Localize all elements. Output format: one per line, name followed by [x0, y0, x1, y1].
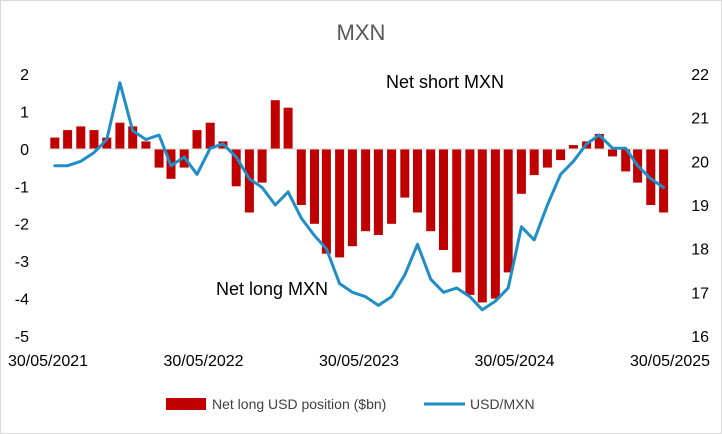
bar-2023-03 — [321, 148, 331, 254]
bar-2022-09 — [244, 148, 254, 213]
bar-2023-02 — [310, 148, 319, 224]
x-tick-label: 30/05/2024 — [474, 353, 554, 370]
bar-2024-03 — [477, 148, 487, 303]
x-tick-label: 30/05/2021 — [8, 353, 88, 370]
bar-2024-05 — [503, 148, 513, 273]
x-tick-label: 30/05/2025 — [630, 353, 710, 370]
bar-2022-06 — [205, 122, 215, 149]
bar-2024-06 — [516, 148, 526, 194]
bar-2023-09 — [400, 148, 410, 198]
usd-mxn-line — [53, 81, 666, 312]
bar-2024-07 — [529, 148, 539, 176]
right-tick-label: 16 — [691, 329, 709, 346]
bar-2023-11 — [426, 148, 436, 232]
bar-series — [50, 100, 669, 303]
bar-2021-09 — [89, 130, 99, 149]
left-tick-label: -3 — [15, 254, 29, 271]
bar-2022-08 — [231, 148, 241, 187]
right-tick-label: 18 — [691, 242, 709, 259]
left-tick-label: 1 — [20, 104, 29, 121]
bar-2021-12 — [128, 126, 138, 149]
bar-2022-11 — [270, 100, 280, 149]
left-axis: 2 1 0 -1 -2 -3 -4 -5 — [15, 67, 29, 346]
right-tick-label: 22 — [691, 67, 709, 84]
bar-2021-07 — [63, 130, 73, 149]
left-tick-label: -5 — [15, 329, 29, 346]
bar-2023-05 — [347, 148, 357, 247]
x-tick-label: 30/05/2023 — [319, 353, 399, 370]
left-tick-label: 0 — [20, 142, 29, 159]
legend-bar-label: Net long USD position ($bn) — [212, 396, 386, 412]
legend-line-label: USD/MXN — [470, 396, 535, 412]
bar-2023-06 — [361, 148, 371, 232]
right-tick-label: 20 — [691, 154, 709, 171]
bar-2023-08 — [387, 148, 397, 224]
bar-2025-02 — [621, 148, 631, 172]
annotation-net-short: Net short MXN — [386, 72, 504, 92]
bar-2022-12 — [283, 107, 293, 149]
bar-2022-05 — [192, 130, 202, 149]
usd-mxn-points — [54, 82, 664, 310]
bar-2022-01 — [141, 141, 151, 149]
bar-2024-08 — [542, 148, 552, 168]
chart-title: MXN — [337, 20, 386, 45]
left-tick-label: 2 — [20, 67, 29, 84]
bar-2024-12 — [594, 133, 604, 149]
bar-2025-05 — [659, 148, 669, 213]
right-tick-label: 17 — [691, 285, 709, 302]
bar-2023-04 — [335, 148, 345, 258]
x-tick-label: 30/05/2022 — [163, 353, 243, 370]
bar-2024-02 — [465, 148, 475, 295]
bar-2022-10 — [257, 148, 267, 183]
x-axis: 30/05/2021 30/05/2022 30/05/2023 30/05/2024… — [8, 353, 710, 370]
annotation-net-long: Net long MXN — [216, 279, 328, 299]
bar-2023-07 — [373, 148, 383, 235]
right-tick-label: 19 — [691, 198, 709, 215]
right-axis: 22 21 20 19 18 17 16 — [691, 67, 709, 346]
bar-2023-12 — [439, 148, 448, 250]
bar-2023-10 — [413, 148, 422, 213]
bar-2025-01 — [608, 148, 617, 157]
bar-2024-10 — [568, 145, 578, 149]
bar-2021-10 — [102, 137, 112, 149]
bar-2023-01 — [296, 148, 306, 205]
legend-bar-swatch — [166, 398, 206, 410]
bar-2021-11 — [115, 122, 125, 149]
bar-2024-09 — [556, 148, 566, 161]
left-tick-label: -4 — [15, 292, 29, 309]
bar-2021-06 — [50, 137, 60, 149]
bar-2024-01 — [452, 148, 462, 273]
left-tick-label: -1 — [15, 179, 29, 196]
left-tick-label: -2 — [15, 217, 29, 234]
right-tick-label: 21 — [691, 111, 709, 128]
bar-2024-04 — [490, 148, 500, 299]
bar-2021-08 — [76, 126, 86, 149]
legend: Net long USD position ($bn) USD/MXN — [166, 396, 535, 412]
bar-2022-02 — [154, 148, 164, 168]
